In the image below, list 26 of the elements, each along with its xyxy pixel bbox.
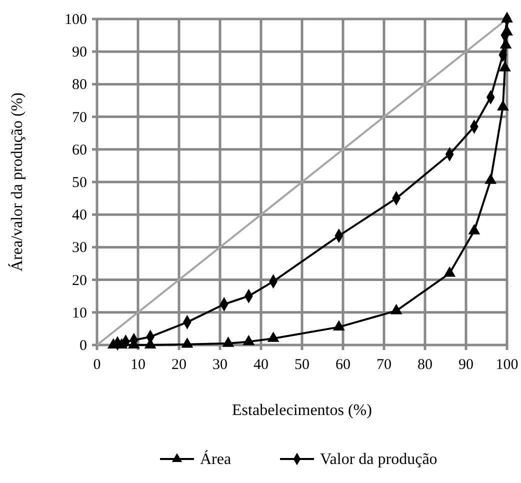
x-tick-label: 80 — [418, 357, 432, 373]
x-tick-label: 90 — [458, 357, 474, 373]
x-tick-label: 10 — [130, 357, 146, 373]
x-tick-label: 30 — [212, 357, 228, 373]
x-tick-label: 60 — [336, 357, 350, 373]
x-tick-label: 70 — [376, 357, 392, 373]
y-tick-label: 10 — [72, 305, 87, 322]
y-tick-label: 70 — [72, 110, 87, 126]
x-tick-label: 20 — [172, 357, 186, 373]
x-tick-label: 100 — [496, 357, 518, 373]
y-tick-label: 40 — [72, 208, 87, 224]
x-tick-label: 50 — [294, 357, 310, 373]
legend-label: Área — [200, 450, 232, 468]
y-tick-label: 50 — [72, 175, 87, 191]
y-tick-label: 80 — [72, 77, 87, 94]
y-tick-label: 100 — [64, 12, 87, 28]
y-tick-label: 90 — [72, 44, 87, 61]
y-tick-label: 0 — [80, 338, 87, 354]
y-axis-title: Área/valor da produção (%) — [8, 92, 26, 272]
x-tick-label: 0 — [93, 357, 101, 373]
legend-label: Valor da produção — [320, 451, 438, 468]
y-tick-label: 30 — [72, 240, 87, 256]
x-tick-label: 40 — [254, 357, 268, 373]
y-tick-label: 60 — [72, 142, 87, 158]
x-axis-title: Estabelecimentos (%) — [232, 402, 372, 419]
y-tick-label: 20 — [72, 272, 87, 289]
